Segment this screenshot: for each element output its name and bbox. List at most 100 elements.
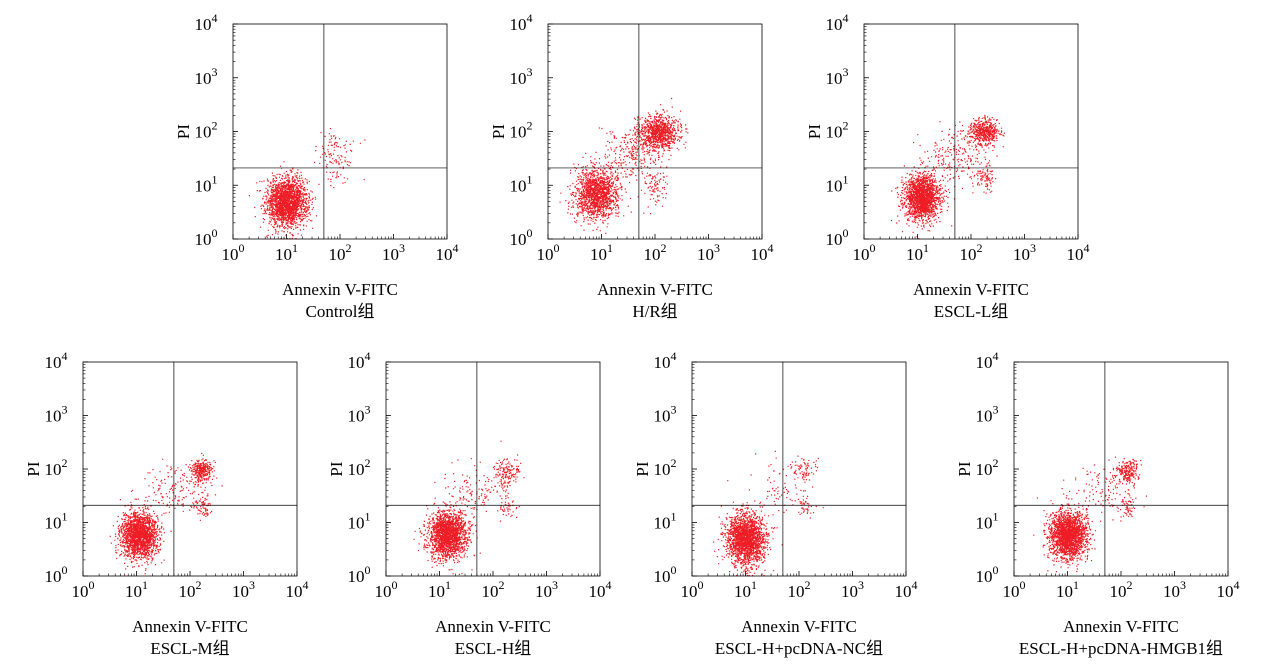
x-tick-label: 100 bbox=[375, 578, 398, 601]
panel-caption: ESCL-H+pcDNA-NC组 bbox=[715, 639, 883, 658]
y-tick-label: 104 bbox=[976, 349, 999, 372]
scatter-cluster-3 bbox=[794, 490, 817, 519]
scatter-point-group bbox=[959, 114, 1005, 157]
y-tick-label: 104 bbox=[195, 11, 218, 34]
flow-plot-3: 100 101 102 103 104 100 101 102 103 104 PI Annexin … bbox=[805, 11, 1090, 321]
y-axis-label: PI bbox=[633, 461, 652, 476]
x-tick-label: 103 bbox=[841, 578, 864, 601]
scatter-cluster-2 bbox=[623, 97, 689, 157]
scatter-cluster-1 bbox=[1033, 492, 1097, 573]
y-tick-label: 104 bbox=[348, 349, 371, 372]
x-tick-label: 104 bbox=[1217, 578, 1240, 601]
scatter-cluster-4 bbox=[592, 123, 670, 198]
y-axis-label: PI bbox=[174, 124, 193, 139]
scatter-cluster-2 bbox=[789, 455, 819, 483]
y-tick-label: 101 bbox=[348, 510, 371, 533]
x-tick-label: 102 bbox=[482, 578, 505, 601]
flow-plot-4: 100 101 102 103 104 100 101 102 103 104 PI Annexin … bbox=[24, 349, 309, 658]
panel-caption: Control组 bbox=[306, 302, 375, 321]
y-tick-label: 103 bbox=[195, 65, 218, 88]
scatter-cluster-1 bbox=[413, 481, 481, 575]
x-tick-label: 100 bbox=[853, 241, 876, 264]
flow-plot-1: 100 101 102 103 104 100 101 102 103 104 PI Annexin … bbox=[174, 11, 459, 321]
plot-frame bbox=[863, 23, 1079, 240]
x-axis-label: Annexin V-FITC bbox=[282, 280, 398, 299]
x-tick-label: 101 bbox=[590, 241, 613, 264]
scatter-cluster-3 bbox=[1117, 493, 1137, 518]
y-tick-label: 101 bbox=[45, 510, 68, 533]
y-axis-label: PI bbox=[327, 461, 346, 476]
scatter-point-group bbox=[497, 491, 520, 522]
y-tick-label: 103 bbox=[654, 403, 677, 426]
x-axis-label: Annexin V-FITC bbox=[913, 280, 1029, 299]
x-tick-label: 102 bbox=[1110, 578, 1133, 601]
scatter-cluster-1 bbox=[559, 151, 632, 234]
y-tick-label: 102 bbox=[826, 119, 849, 142]
x-tick-label: 101 bbox=[275, 241, 298, 264]
y-tick-label: 100 bbox=[976, 563, 999, 586]
y-tick-label: 102 bbox=[195, 119, 218, 142]
scatter-point-group bbox=[789, 455, 819, 483]
x-axis-label: Annexin V-FITC bbox=[741, 617, 857, 636]
x-tick-label: 102 bbox=[644, 241, 667, 264]
x-tick-label: 101 bbox=[906, 241, 929, 264]
x-tick-label: 103 bbox=[382, 241, 405, 264]
x-axis-label: Annexin V-FITC bbox=[1063, 617, 1179, 636]
scatter-cluster-1 bbox=[890, 144, 956, 240]
flow-plot-2: 100 101 102 103 104 100 101 102 103 104 PI Annexin … bbox=[489, 11, 774, 321]
y-tick-label: 101 bbox=[195, 172, 218, 195]
x-axis-label: Annexin V-FITC bbox=[435, 617, 551, 636]
scatter-point-group bbox=[592, 123, 670, 198]
y-tick-label: 100 bbox=[348, 563, 371, 586]
y-tick-label: 102 bbox=[654, 456, 677, 479]
scatter-point-group bbox=[623, 97, 689, 157]
scatter-cluster-2 bbox=[486, 454, 525, 492]
y-tick-label: 101 bbox=[654, 510, 677, 533]
scatter-cluster-2 bbox=[1112, 456, 1142, 491]
scatter-points bbox=[1033, 456, 1148, 573]
y-tick-label: 103 bbox=[510, 65, 533, 88]
scatter-points bbox=[890, 114, 1005, 240]
flow-plot-7: 100 101 102 103 104 100 101 102 103 104 PI Annexin … bbox=[955, 349, 1240, 658]
scatter-cluster-2 bbox=[187, 454, 218, 489]
scatter-point-group bbox=[890, 144, 956, 240]
x-tick-label: 103 bbox=[232, 578, 255, 601]
scatter-cluster-4 bbox=[727, 450, 824, 529]
scatter-point-group bbox=[727, 450, 824, 529]
scatter-cluster-3 bbox=[640, 162, 668, 215]
x-tick-label: 102 bbox=[788, 578, 811, 601]
scatter-points bbox=[248, 128, 366, 240]
x-tick-label: 101 bbox=[734, 578, 757, 601]
x-tick-label: 100 bbox=[1003, 578, 1026, 601]
scatter-point-group bbox=[486, 454, 525, 492]
scatter-point-group bbox=[1052, 459, 1148, 522]
scatter-cluster-1 bbox=[109, 498, 172, 575]
flow-plot-5: 100 101 102 103 104 100 101 102 103 104 PI Annexin … bbox=[327, 349, 612, 658]
y-tick-label: 103 bbox=[348, 403, 371, 426]
scatter-point-group bbox=[1112, 456, 1142, 491]
y-axis-label: PI bbox=[805, 124, 824, 139]
x-tick-label: 104 bbox=[589, 578, 612, 601]
scatter-point-group bbox=[972, 162, 997, 194]
scatter-point-group bbox=[794, 490, 817, 519]
scatter-point-group bbox=[640, 162, 668, 215]
x-tick-label: 104 bbox=[1067, 241, 1090, 264]
y-axis-label: PI bbox=[489, 124, 508, 139]
y-tick-label: 103 bbox=[976, 403, 999, 426]
y-tick-label: 101 bbox=[510, 172, 533, 195]
x-tick-label: 103 bbox=[1163, 578, 1186, 601]
x-tick-label: 100 bbox=[537, 241, 560, 264]
y-axis-label: PI bbox=[24, 461, 43, 476]
y-tick-label: 100 bbox=[195, 226, 218, 249]
plot-frame bbox=[82, 361, 298, 577]
y-tick-label: 101 bbox=[976, 510, 999, 533]
y-tick-label: 102 bbox=[45, 456, 68, 479]
scatter-cluster-4 bbox=[444, 440, 511, 518]
plot-frame bbox=[232, 23, 448, 240]
x-tick-label: 100 bbox=[222, 241, 245, 264]
scatter-point-group bbox=[444, 440, 511, 518]
panel-caption: H/R组 bbox=[632, 302, 677, 321]
x-tick-label: 103 bbox=[697, 241, 720, 264]
scatter-cluster-2 bbox=[959, 114, 1005, 157]
